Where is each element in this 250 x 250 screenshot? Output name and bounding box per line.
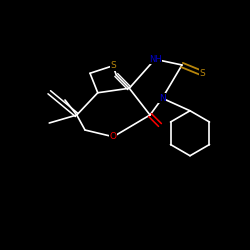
Text: NH: NH — [148, 55, 162, 64]
Text: N: N — [159, 94, 166, 103]
Text: S: S — [110, 61, 116, 70]
Text: S: S — [200, 69, 205, 78]
Text: O: O — [110, 132, 117, 141]
